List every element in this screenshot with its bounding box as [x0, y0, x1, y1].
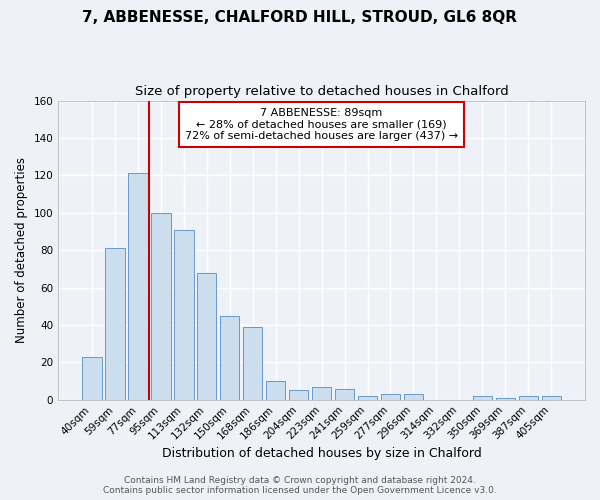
X-axis label: Distribution of detached houses by size in Chalford: Distribution of detached houses by size … [162, 447, 481, 460]
Bar [358, 396, 377, 400]
Bar [312, 386, 331, 400]
Bar [381, 394, 400, 400]
Bar [496, 398, 515, 400]
Bar [335, 388, 355, 400]
Bar [289, 390, 308, 400]
Bar [518, 396, 538, 400]
Bar [542, 396, 561, 400]
Bar [404, 394, 423, 400]
Bar [220, 316, 239, 400]
Bar [82, 356, 101, 400]
Bar [243, 327, 262, 400]
Bar [473, 396, 492, 400]
Text: Contains HM Land Registry data © Crown copyright and database right 2024.
Contai: Contains HM Land Registry data © Crown c… [103, 476, 497, 495]
Text: 7 ABBENESSE: 89sqm
← 28% of detached houses are smaller (169)
72% of semi-detach: 7 ABBENESSE: 89sqm ← 28% of detached hou… [185, 108, 458, 141]
Bar [197, 272, 217, 400]
Bar [105, 248, 125, 400]
Bar [174, 230, 194, 400]
Bar [151, 212, 170, 400]
Bar [128, 174, 148, 400]
Y-axis label: Number of detached properties: Number of detached properties [15, 157, 28, 343]
Text: 7, ABBENESSE, CHALFORD HILL, STROUD, GL6 8QR: 7, ABBENESSE, CHALFORD HILL, STROUD, GL6… [83, 10, 517, 25]
Title: Size of property relative to detached houses in Chalford: Size of property relative to detached ho… [135, 85, 508, 98]
Bar [266, 381, 286, 400]
